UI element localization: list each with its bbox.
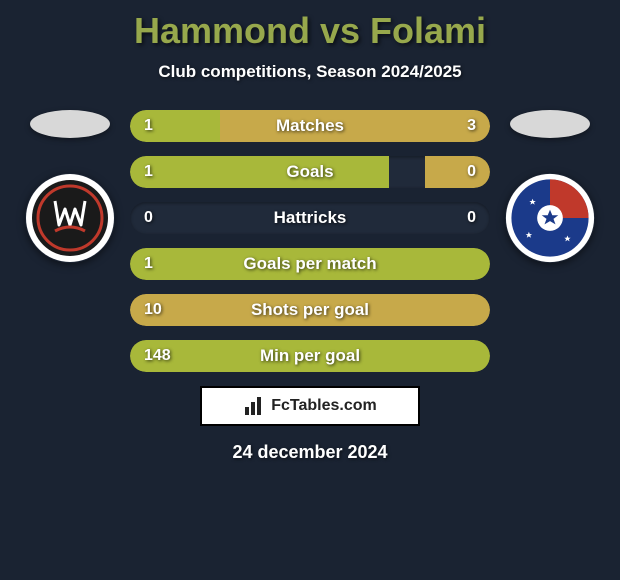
brand-footer[interactable]: FcTables.com — [200, 386, 420, 426]
brand-text: FcTables.com — [271, 397, 377, 415]
adelaide-badge-icon — [505, 169, 595, 267]
left-avatar-placeholder — [30, 110, 110, 138]
stat-bar: 1Goals per match — [130, 248, 490, 280]
main-row: 13Matches 10Goals 00Hattricks 1Goals per ma… — [0, 110, 620, 372]
date-text: 24 december 2024 — [0, 442, 620, 463]
root: Hammond vs Folami Club competitions, Sea… — [0, 0, 620, 463]
stat-label: Goals — [130, 156, 490, 188]
stat-bar: 13Matches — [130, 110, 490, 142]
stat-label: Hattricks — [130, 202, 490, 234]
stat-bar: 148Min per goal — [130, 340, 490, 372]
page-title: Hammond vs Folami — [0, 10, 620, 52]
right-player-col — [500, 110, 600, 263]
chart-icon — [243, 395, 265, 417]
stat-bar: 10Goals — [130, 156, 490, 188]
stat-label: Shots per goal — [130, 294, 490, 326]
right-avatar-placeholder — [510, 110, 590, 138]
stat-bar: 00Hattricks — [130, 202, 490, 234]
left-club-badge — [25, 173, 115, 263]
left-player-col — [20, 110, 120, 263]
stats-column: 13Matches 10Goals 00Hattricks 1Goals per ma… — [130, 110, 490, 372]
right-club-badge — [505, 173, 595, 263]
stat-label: Matches — [130, 110, 490, 142]
wanderers-badge-icon — [25, 173, 115, 263]
stat-label: Goals per match — [130, 248, 490, 280]
stat-label: Min per goal — [130, 340, 490, 372]
stat-bar: 10Shots per goal — [130, 294, 490, 326]
subtitle: Club competitions, Season 2024/2025 — [0, 62, 620, 82]
